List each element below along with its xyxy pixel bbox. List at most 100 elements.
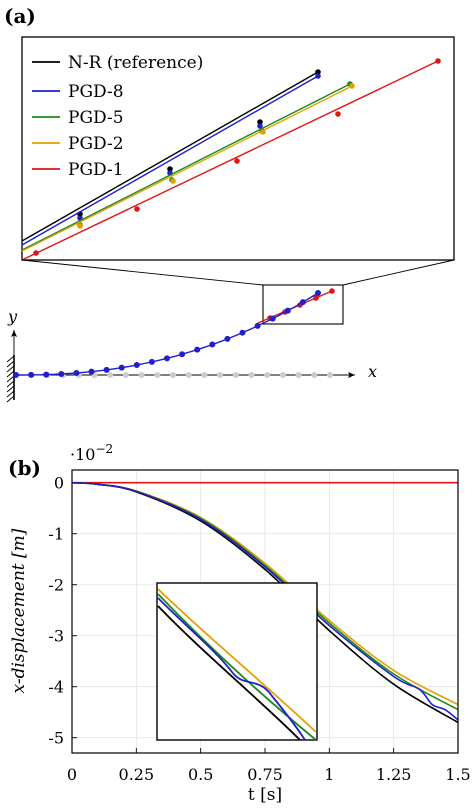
legend-entry-pgd5: PGD-5 — [32, 108, 124, 128]
undeformed-node — [138, 372, 145, 378]
zoom-point-pgd2 — [77, 223, 83, 229]
deformed-curve-pgd8 — [16, 292, 319, 376]
deformed-node-pgd8 — [118, 364, 125, 371]
legend-entry-nr: N-R (reference) — [32, 53, 203, 73]
axis-y-label: y — [7, 307, 18, 326]
y-axis-label-b: x-displacement [m] — [9, 528, 29, 693]
zoom-point-pgd8 — [257, 123, 263, 129]
deformed-node-pgd1 — [329, 288, 335, 294]
deformed-node-pgd8 — [73, 369, 80, 376]
undeformed-node — [327, 372, 333, 378]
deformed-node-pgd8 — [209, 341, 216, 348]
zoom-point-pgd2 — [170, 178, 176, 184]
deformed-node-pgd8 — [254, 322, 261, 329]
undeformed-node — [154, 372, 161, 378]
legend-entry-pgd1: PGD-1 — [32, 160, 124, 180]
zoom-line-pgd2 — [21, 85, 353, 252]
zoom-point-nr — [257, 119, 263, 125]
deformed-node-pgd8 — [148, 358, 155, 365]
panel-a-label: (a) — [4, 4, 36, 28]
inset-line-pgd5 — [157, 593, 317, 741]
panel-b-label: (b) — [8, 456, 41, 480]
beam-nodes — [13, 288, 335, 378]
y-arrowhead — [11, 330, 17, 337]
x-tick-label: 1.25 — [376, 765, 412, 784]
zoom-region-a — [262, 284, 344, 325]
hatch-line — [6, 355, 15, 363]
undeformed-node — [170, 372, 176, 378]
zoom-connector-right — [342, 259, 455, 286]
hatch-line — [6, 375, 15, 383]
y-tick-label: -3 — [48, 627, 64, 646]
y-tick-label: -2 — [48, 576, 64, 595]
undeformed-node — [311, 372, 318, 378]
undeformed-node — [232, 372, 239, 378]
undeformed-node — [217, 372, 224, 378]
y-tick-label: -5 — [48, 729, 64, 748]
deformed-node-pgd8 — [58, 370, 65, 377]
series-b — [71, 481, 459, 724]
plot-area-b — [71, 469, 459, 754]
y-tick-label: 0 — [54, 474, 64, 493]
deformed-node-pgd8 — [164, 355, 170, 362]
series-line-pgd-8 — [71, 481, 459, 721]
hatch-line — [6, 390, 15, 398]
zoom-line-nr — [21, 71, 319, 242]
legend-entry-pgd2: PGD-2 — [32, 134, 124, 154]
x-tick-label: 1.5 — [445, 765, 470, 784]
zoom-point-pgd2 — [349, 83, 355, 89]
deformed-node-pgd8 — [88, 368, 95, 375]
inset-line-pgd2 — [157, 588, 317, 733]
inset-line-pgd8 — [157, 597, 306, 741]
zoom-series-a — [21, 58, 441, 261]
inset-line-nr — [157, 605, 301, 741]
zoom-point-pgd1 — [33, 250, 39, 256]
deformed-node-pgd8 — [43, 371, 50, 378]
zoom-line-pgd1 — [21, 60, 439, 261]
deformed-node-pgd8 — [103, 366, 110, 373]
zoom-point-pgd1 — [435, 58, 441, 64]
wall-hatching — [6, 355, 15, 403]
zoom-line-pgd8 — [21, 75, 319, 246]
undeformed-node — [185, 372, 192, 378]
deformed-node-pgd8 — [133, 362, 140, 369]
inset-series — [157, 588, 317, 741]
legend-label-nr: N-R (reference) — [68, 53, 203, 73]
deformed-node-pgd8 — [269, 315, 276, 322]
y-tick-label: -4 — [48, 678, 64, 697]
ticks-b: 0 0.25 0.5 0.75 1 1.25 1.5 0 -1 -2 -3 -4 -5 — [48, 474, 470, 784]
zoom-point-nr — [315, 69, 321, 75]
axis-x-label: x — [368, 362, 377, 381]
legend-label-pgd5: PGD-5 — [68, 108, 124, 128]
zoom-point-pgd8 — [315, 73, 321, 79]
zoom-line-pgd5 — [21, 83, 351, 251]
inset-b — [156, 582, 318, 741]
x-tick-label: 0 — [67, 765, 77, 784]
deformed-node-pgd8 — [13, 372, 19, 378]
undeformed-node — [122, 372, 129, 378]
zoom-point-pgd1 — [234, 158, 240, 164]
legend-label-pgd8: PGD-8 — [68, 82, 124, 102]
x-tick-label: 0.25 — [119, 765, 155, 784]
deformed-node-pgd8 — [315, 290, 321, 296]
deformed-node-pgd8 — [179, 351, 186, 358]
deformed-node-pgd8 — [284, 307, 291, 314]
undeformed-node — [248, 372, 255, 378]
zoom-box-a — [21, 36, 455, 261]
y-tick-label: -1 — [48, 525, 64, 544]
legend-label-pgd1: PGD-1 — [68, 160, 124, 180]
deformed-node-pgd8 — [224, 335, 231, 342]
x-axis-label-b: t [s] — [248, 785, 282, 805]
legend-label-pgd2: PGD-2 — [68, 134, 124, 154]
hatch-line — [6, 395, 15, 403]
zoom-point-nr — [167, 166, 173, 172]
zoom-point-pgd1 — [134, 206, 140, 212]
deformed-node-pgd1 — [313, 295, 319, 301]
deformed-node-pgd8 — [194, 346, 201, 353]
hatch-line — [6, 380, 15, 388]
undeformed-node — [107, 372, 114, 378]
deformed-node-pgd8 — [239, 329, 246, 336]
beam-schematic: x y — [6, 288, 377, 403]
undeformed-node — [279, 372, 286, 378]
